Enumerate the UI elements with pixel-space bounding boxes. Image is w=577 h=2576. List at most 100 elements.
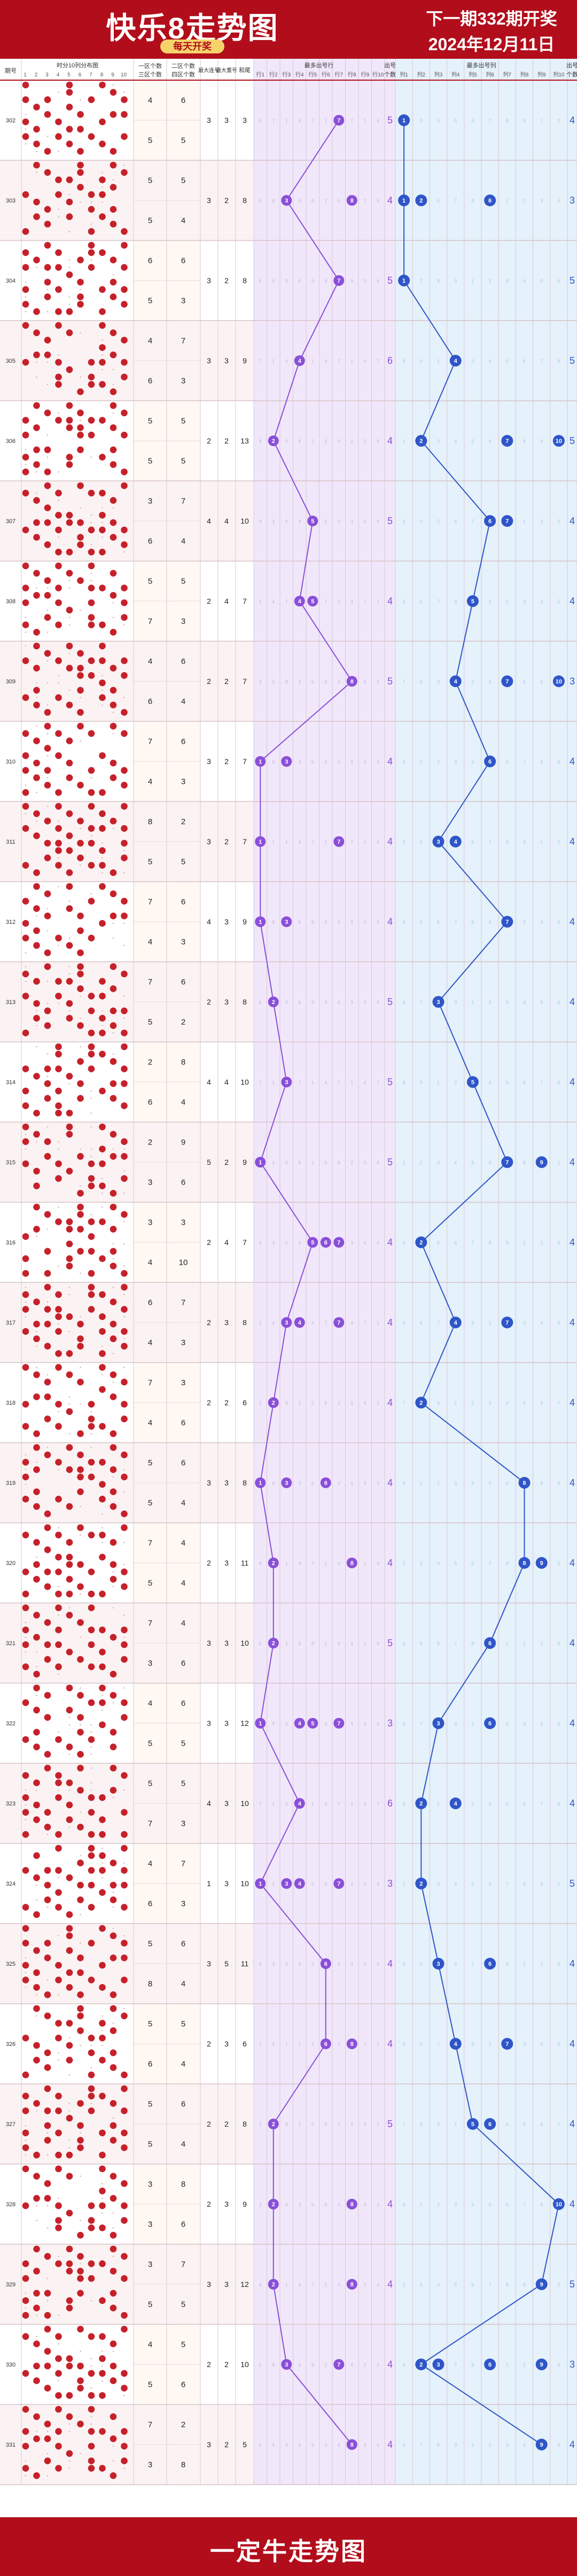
col-ball-label: 6	[488, 1640, 492, 1647]
number-ball	[121, 825, 128, 832]
col-missing-value: 3	[540, 1641, 543, 1646]
zone4-count: 5	[181, 457, 185, 466]
empty-dot	[102, 704, 103, 706]
zone1-count: 4	[148, 2340, 152, 2349]
empty-dot	[112, 1796, 114, 1799]
col-missing-value: 3	[403, 1240, 406, 1246]
line-ball	[268, 2199, 279, 2209]
number-ball	[33, 2194, 40, 2202]
number-ball	[66, 1226, 73, 1233]
line-ball-label: 2	[272, 1560, 275, 1567]
zone2-count: 3	[181, 1379, 185, 1388]
col-missing-value: 1	[437, 359, 440, 364]
number-ball	[110, 519, 117, 526]
empty-dot	[123, 1192, 125, 1194]
number-ball	[66, 424, 73, 431]
empty-dot	[68, 580, 71, 581]
number-ball	[77, 169, 84, 176]
col-count-value: 4	[570, 2199, 575, 2209]
number-ball	[99, 621, 106, 628]
number-ball	[44, 2107, 51, 2114]
empty-dot	[123, 91, 125, 94]
empty-dot	[112, 1258, 114, 1259]
line-missing-value: 1	[377, 599, 379, 604]
row-stripe	[0, 1282, 254, 1363]
number-ball	[77, 1692, 84, 1699]
col-missing-value: 9	[471, 1320, 474, 1326]
line-ball	[333, 115, 345, 126]
number-ball	[55, 1160, 62, 1168]
number-ball	[66, 1255, 73, 1262]
line-missing-value: 7	[324, 599, 327, 604]
line-missing-value: 2	[364, 2362, 367, 2368]
zone3-count: 3	[148, 2220, 152, 2229]
line-missing-value: 5	[350, 1400, 353, 1406]
header-col-label: 列10	[553, 71, 565, 78]
empty-dot	[36, 1556, 37, 1558]
col-missing-value: 5	[489, 2202, 492, 2207]
issue-number: 320	[6, 1560, 15, 1567]
empty-dot	[90, 893, 92, 895]
number-ball	[22, 1473, 29, 1481]
col-count-value: 4	[570, 596, 575, 606]
number-ball	[88, 1531, 95, 1539]
max-consecutive-value: 3	[207, 196, 211, 205]
empty-dot	[46, 136, 49, 137]
number-ball	[66, 454, 73, 461]
line-missing-value: 4	[272, 1320, 275, 1326]
number-ball	[66, 2209, 73, 2217]
col-missing-value: 6	[471, 839, 474, 845]
empty-dot	[36, 376, 37, 378]
zone1-count: 6	[148, 256, 152, 266]
col-missing-value: 3	[506, 1000, 509, 1005]
number-ball	[88, 1248, 95, 1255]
number-ball	[66, 176, 73, 183]
zone1-count: 4	[148, 337, 152, 346]
issue-number: 323	[6, 1801, 15, 1807]
number-ball	[88, 672, 95, 679]
number-ball	[22, 2406, 29, 2413]
empty-dot	[80, 1687, 81, 1689]
empty-dot	[80, 865, 81, 866]
number-ball	[44, 1153, 51, 1160]
col-ball-label: 9	[540, 2362, 543, 2368]
line-missing-value: 4	[377, 1561, 379, 1566]
line-ball-label: 3	[285, 2362, 288, 2368]
col-missing-value: 5	[523, 2122, 526, 2127]
number-ball	[77, 446, 84, 454]
line-missing-value: 2	[311, 1160, 314, 1165]
empty-dot	[25, 980, 27, 982]
number-ball	[110, 161, 117, 169]
col-missing-value: 8	[489, 1240, 492, 1246]
line-missing-value: 5	[338, 198, 340, 204]
col-count-value: 3	[570, 676, 575, 687]
zone3-count: 5	[148, 457, 152, 466]
line-ball-label: 3	[285, 1480, 288, 1487]
row-stripe	[0, 641, 254, 721]
number-ball	[88, 373, 95, 380]
number-ball	[55, 847, 62, 854]
empty-dot	[123, 1563, 125, 1566]
number-ball	[77, 409, 84, 417]
number-ball	[66, 774, 73, 781]
zone1-count: 3	[148, 497, 152, 506]
number-ball	[33, 1488, 40, 1496]
empty-dot	[90, 2103, 92, 2104]
empty-dot	[123, 1687, 125, 1689]
col-missing-value: 3	[489, 679, 492, 684]
empty-dot	[25, 2292, 27, 2294]
empty-dot	[123, 2468, 125, 2469]
line-missing-value: 8	[377, 1160, 379, 1165]
number-ball	[33, 1430, 40, 1437]
col-missing-value: 5	[420, 1641, 423, 1646]
number-ball	[77, 1211, 84, 1218]
number-ball	[121, 1328, 128, 1335]
number-ball	[121, 1153, 128, 1160]
number-ball	[44, 818, 51, 824]
number-ball	[44, 221, 51, 228]
zone3-count: 6	[148, 537, 152, 546]
number-ball	[110, 1430, 117, 1437]
number-ball	[121, 301, 128, 308]
empty-dot	[102, 2197, 103, 2199]
col-count-value: 4	[570, 1798, 575, 1809]
